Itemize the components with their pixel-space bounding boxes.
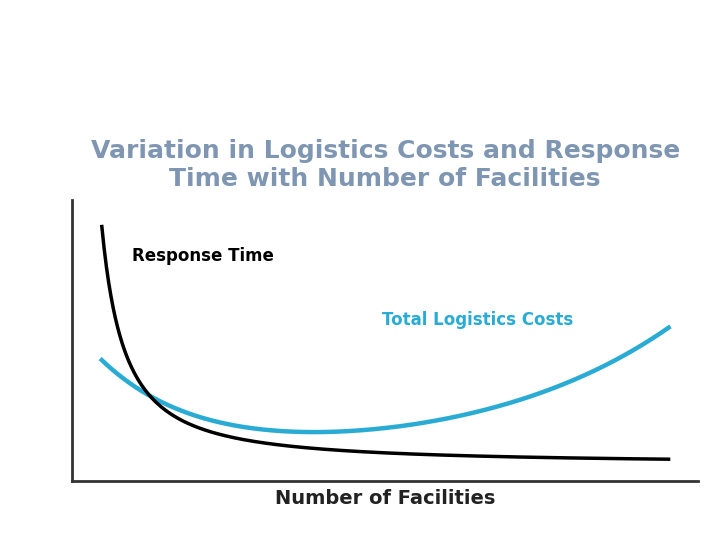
Text: Response Time: Response Time bbox=[132, 247, 274, 265]
X-axis label: Number of Facilities: Number of Facilities bbox=[275, 489, 495, 508]
Text: Total Logistics Costs: Total Logistics Costs bbox=[382, 312, 573, 329]
Title: Variation in Logistics Costs and Response
Time with Number of Facilities: Variation in Logistics Costs and Respons… bbox=[91, 139, 680, 191]
